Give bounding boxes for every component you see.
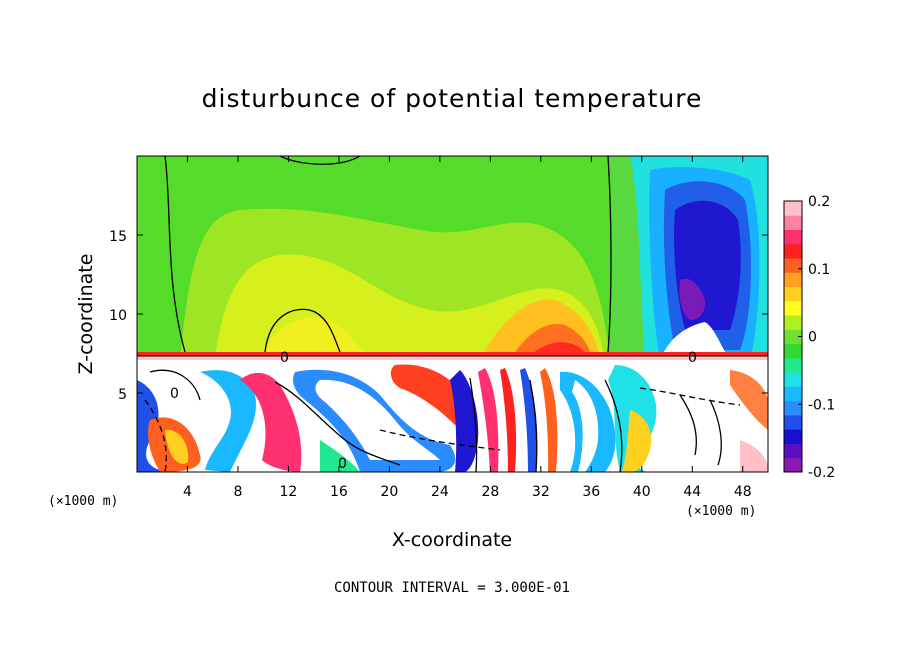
warm-patch-left (260, 317, 370, 360)
interface-band-light (137, 356, 768, 360)
contour-line (679, 394, 697, 456)
x-tick-label: 28 (481, 484, 499, 500)
x-tick-label: 48 (734, 484, 752, 500)
lower-pink-left (240, 372, 302, 472)
y-axis-label: Z-coordinate (75, 254, 97, 375)
x-tick-label: 12 (280, 484, 298, 500)
colorbar-swatch (784, 343, 802, 359)
colorbar-swatch (784, 229, 802, 245)
x-tick-label: 8 (233, 484, 242, 500)
x-tick-label: 4 (183, 484, 192, 500)
contour-label: 0 (688, 350, 697, 366)
colorbar-swatch (784, 201, 802, 216)
colorbar-swatch (784, 329, 802, 345)
heatmap-field: 0 0 0 0 (137, 156, 768, 472)
lower-red-swirl (390, 364, 466, 425)
contour-line (279, 156, 361, 165)
colorbar-swatch (784, 215, 802, 231)
contour-line (607, 156, 612, 353)
colorbar-swatch (784, 243, 802, 259)
contour-label: 0 (170, 386, 179, 402)
y-tick-label: 15 (109, 229, 127, 245)
colorbar-tick-label: -0.2 (808, 465, 835, 481)
colorbar-swatch (784, 372, 802, 387)
colorbar-swatch (784, 386, 802, 402)
x-unit-label-right: (×1000 m) (686, 504, 756, 519)
contour-line (604, 379, 623, 472)
x-tick-label: 16 (330, 484, 348, 500)
colorbar-tick-label: 0.2 (808, 194, 830, 210)
contour-line (274, 381, 401, 466)
y-axis: 5 10 15 (109, 229, 768, 403)
cold-region-white (660, 322, 730, 360)
contour-line (379, 429, 501, 451)
colorbar: 0.2 0.1 0 -0.1 -0.2 (783, 194, 835, 481)
lower-green-patch (320, 440, 360, 472)
colorbar-swatch (784, 300, 802, 316)
cold-core-purple (679, 278, 706, 320)
lower-plume-4 (520, 368, 538, 472)
y-tick-label: 10 (109, 308, 127, 324)
colorbar-tick-label: 0 (808, 330, 817, 346)
y-tick-label: 5 (118, 387, 127, 403)
lower-plume-3 (500, 368, 517, 472)
contour-label: 0 (338, 456, 347, 472)
colorbar-swatch (784, 258, 802, 273)
lower-cyan-left (200, 370, 256, 472)
x-tick-label: 32 (532, 484, 550, 500)
lower-white-right (572, 380, 599, 472)
colorbar-swatch (784, 357, 802, 373)
lower-yellow-right (622, 410, 652, 472)
contour-interval-note: CONTOUR INTERVAL = 3.000E-01 (334, 580, 570, 596)
x-axis-label: X-coordinate (392, 529, 512, 551)
contour-line (264, 308, 341, 353)
lower-white-swirl (315, 379, 440, 460)
colorbar-swatch (784, 315, 802, 330)
x-unit-label-left: (×1000 m) (48, 494, 118, 509)
colorbar-swatch (784, 457, 802, 473)
lower-plume-5 (540, 368, 558, 472)
colorbar-tick-label: -0.1 (808, 397, 835, 413)
contour-line (529, 379, 538, 472)
lower-plume-2 (478, 368, 499, 472)
contour-line (164, 156, 186, 353)
x-axis: 4 8 12 16 20 24 28 32 36 40 44 48 (183, 156, 752, 500)
contour-line (709, 399, 722, 466)
colorbar-swatch (784, 286, 802, 302)
colorbar-swatch (784, 400, 802, 416)
x-tick-label: 40 (633, 484, 651, 500)
contour-line (469, 377, 478, 472)
contour-label-group: 0 0 0 0 (170, 350, 697, 472)
colorbar-swatch (784, 443, 802, 459)
contour-label: 0 (280, 350, 289, 366)
colorbar-swatch (784, 429, 802, 444)
lower-orange-edge (730, 370, 768, 430)
lower-pink-edge (740, 440, 768, 472)
colorbar-tick-label: 0.1 (808, 262, 830, 278)
colorbar-swatch (784, 272, 802, 288)
chart-title: disturbunce of potential temperature (201, 84, 703, 113)
x-tick-label: 20 (380, 484, 398, 500)
contour-line (149, 369, 201, 401)
x-tick-label: 36 (582, 484, 600, 500)
colorbar-swatch (784, 414, 802, 430)
x-tick-label: 44 (683, 484, 701, 500)
contour-lines (137, 156, 768, 472)
lower-yellow-left (165, 429, 189, 464)
x-tick-label: 24 (431, 484, 449, 500)
